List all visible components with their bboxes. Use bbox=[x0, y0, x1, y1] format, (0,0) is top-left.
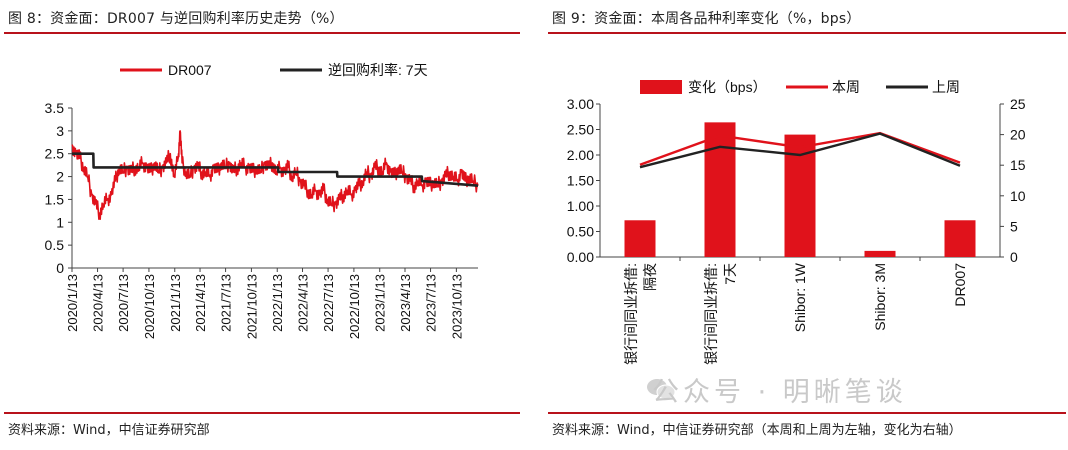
left-y-tick-label: 3 bbox=[56, 123, 64, 139]
right-left-tick-label: 0.50 bbox=[567, 224, 594, 240]
left-y-tick-label: 1.5 bbox=[45, 191, 65, 207]
right-category-label: DR007 bbox=[952, 263, 968, 307]
right-figure-title: 图 9：资金面：本周各品种利率变化（%，bps） bbox=[552, 11, 861, 27]
left-x-tick-label: 2022/1/13 bbox=[270, 274, 285, 332]
left-x-tick-label: 2021/4/13 bbox=[193, 274, 208, 332]
right-right-tick-label: 10 bbox=[1010, 188, 1026, 204]
right-category-label: 7天 bbox=[722, 263, 738, 285]
right-category-label: Shibor: 3M bbox=[872, 263, 888, 331]
watermark: 公众号 · 明晰笔谈 bbox=[652, 377, 907, 408]
right-legend-label: 上周 bbox=[932, 79, 960, 95]
left-legend-label: 逆回购利率: 7天 bbox=[328, 62, 428, 78]
right-left-tick-label: 3.00 bbox=[567, 96, 594, 112]
right-left-tick-label: 1.00 bbox=[567, 198, 594, 214]
right-bottom-rule bbox=[548, 412, 1066, 414]
left-series-line-dr007 bbox=[71, 130, 479, 220]
right-right-tick-label: 0 bbox=[1010, 249, 1018, 265]
change-bar bbox=[704, 122, 736, 257]
right-left-tick-label: 0.00 bbox=[567, 249, 594, 265]
left-bottom-rule bbox=[4, 412, 520, 414]
right-legend-swatch bbox=[640, 80, 682, 94]
right-category-label: 隔夜 bbox=[642, 263, 658, 291]
left-series-line-reverse-repo bbox=[72, 152, 479, 187]
left-x-tick-label: 2023/4/13 bbox=[398, 274, 413, 332]
right-category-label: 银行间同业拆借: bbox=[703, 263, 719, 365]
left-y-tick-label: 2 bbox=[56, 169, 64, 185]
left-source-note: 资料来源：Wind，中信证券研究部 bbox=[8, 423, 210, 438]
left-x-tick-label: 2022/10/13 bbox=[347, 274, 362, 339]
left-y-tick-label: 2.5 bbox=[45, 146, 65, 162]
left-x-tick-label: 2020/10/13 bbox=[142, 274, 157, 339]
change-bar bbox=[864, 250, 896, 257]
left-x-tick-label: 2020/7/13 bbox=[116, 274, 131, 332]
left-y-tick-label: 0.5 bbox=[45, 237, 65, 253]
last-week-line bbox=[639, 132, 961, 169]
right-legend-label: 变化（bps） bbox=[688, 79, 767, 95]
right-right-tick-label: 20 bbox=[1010, 127, 1026, 143]
right-top-rule bbox=[548, 32, 1066, 34]
left-y-tick-label: 1 bbox=[56, 214, 64, 230]
right-right-tick-label: 15 bbox=[1010, 157, 1026, 173]
right-figure: 图 9：资金面：本周各品种利率变化（%，bps） 资料来源：Wind，中信证券研… bbox=[544, 0, 1068, 450]
left-x-tick-label: 2021/10/13 bbox=[244, 274, 259, 339]
left-figure-title: 图 8：资金面：DR007 与逆回购利率历史走势（%） bbox=[8, 11, 344, 27]
right-category-label: Shibor: 1W bbox=[792, 262, 808, 332]
right-left-tick-label: 1.50 bbox=[567, 173, 594, 189]
left-x-tick-label: 2020/1/13 bbox=[65, 274, 80, 332]
this-week-line bbox=[639, 131, 961, 166]
right-category-label: 银行间同业拆借: bbox=[623, 263, 639, 365]
right-left-tick-label: 2.50 bbox=[567, 122, 594, 138]
left-x-tick-label: 2020/4/13 bbox=[91, 274, 106, 332]
right-right-tick-label: 25 bbox=[1010, 96, 1026, 112]
left-x-tick-label: 2023/10/13 bbox=[449, 274, 464, 339]
left-top-rule bbox=[4, 32, 520, 34]
wechat-icon bbox=[647, 379, 676, 400]
right-right-tick-label: 5 bbox=[1010, 218, 1018, 234]
left-x-tick-label: 2023/1/13 bbox=[373, 274, 388, 332]
right-left-tick-label: 2.00 bbox=[567, 147, 594, 163]
left-x-tick-label: 2022/4/13 bbox=[296, 274, 311, 332]
left-x-tick-label: 2023/7/13 bbox=[424, 274, 439, 332]
left-x-tick-label: 2022/7/13 bbox=[321, 274, 336, 332]
change-bar bbox=[944, 220, 976, 257]
left-y-tick-label: 3.5 bbox=[45, 100, 65, 116]
left-x-tick-label: 2021/7/13 bbox=[219, 274, 234, 332]
left-y-tick-label: 0 bbox=[56, 260, 64, 276]
right-source-note: 资料来源：Wind，中信证券研究部（本周和上周为左轴，变化为右轴） bbox=[552, 423, 962, 438]
left-x-tick-label: 2021/1/13 bbox=[168, 274, 183, 332]
left-legend-label: DR007 bbox=[168, 62, 212, 78]
change-bar bbox=[624, 220, 656, 257]
left-figure: 图 8：资金面：DR007 与逆回购利率历史走势（%） 资料来源：Wind，中信… bbox=[0, 0, 524, 450]
right-legend-label: 本周 bbox=[832, 79, 860, 95]
